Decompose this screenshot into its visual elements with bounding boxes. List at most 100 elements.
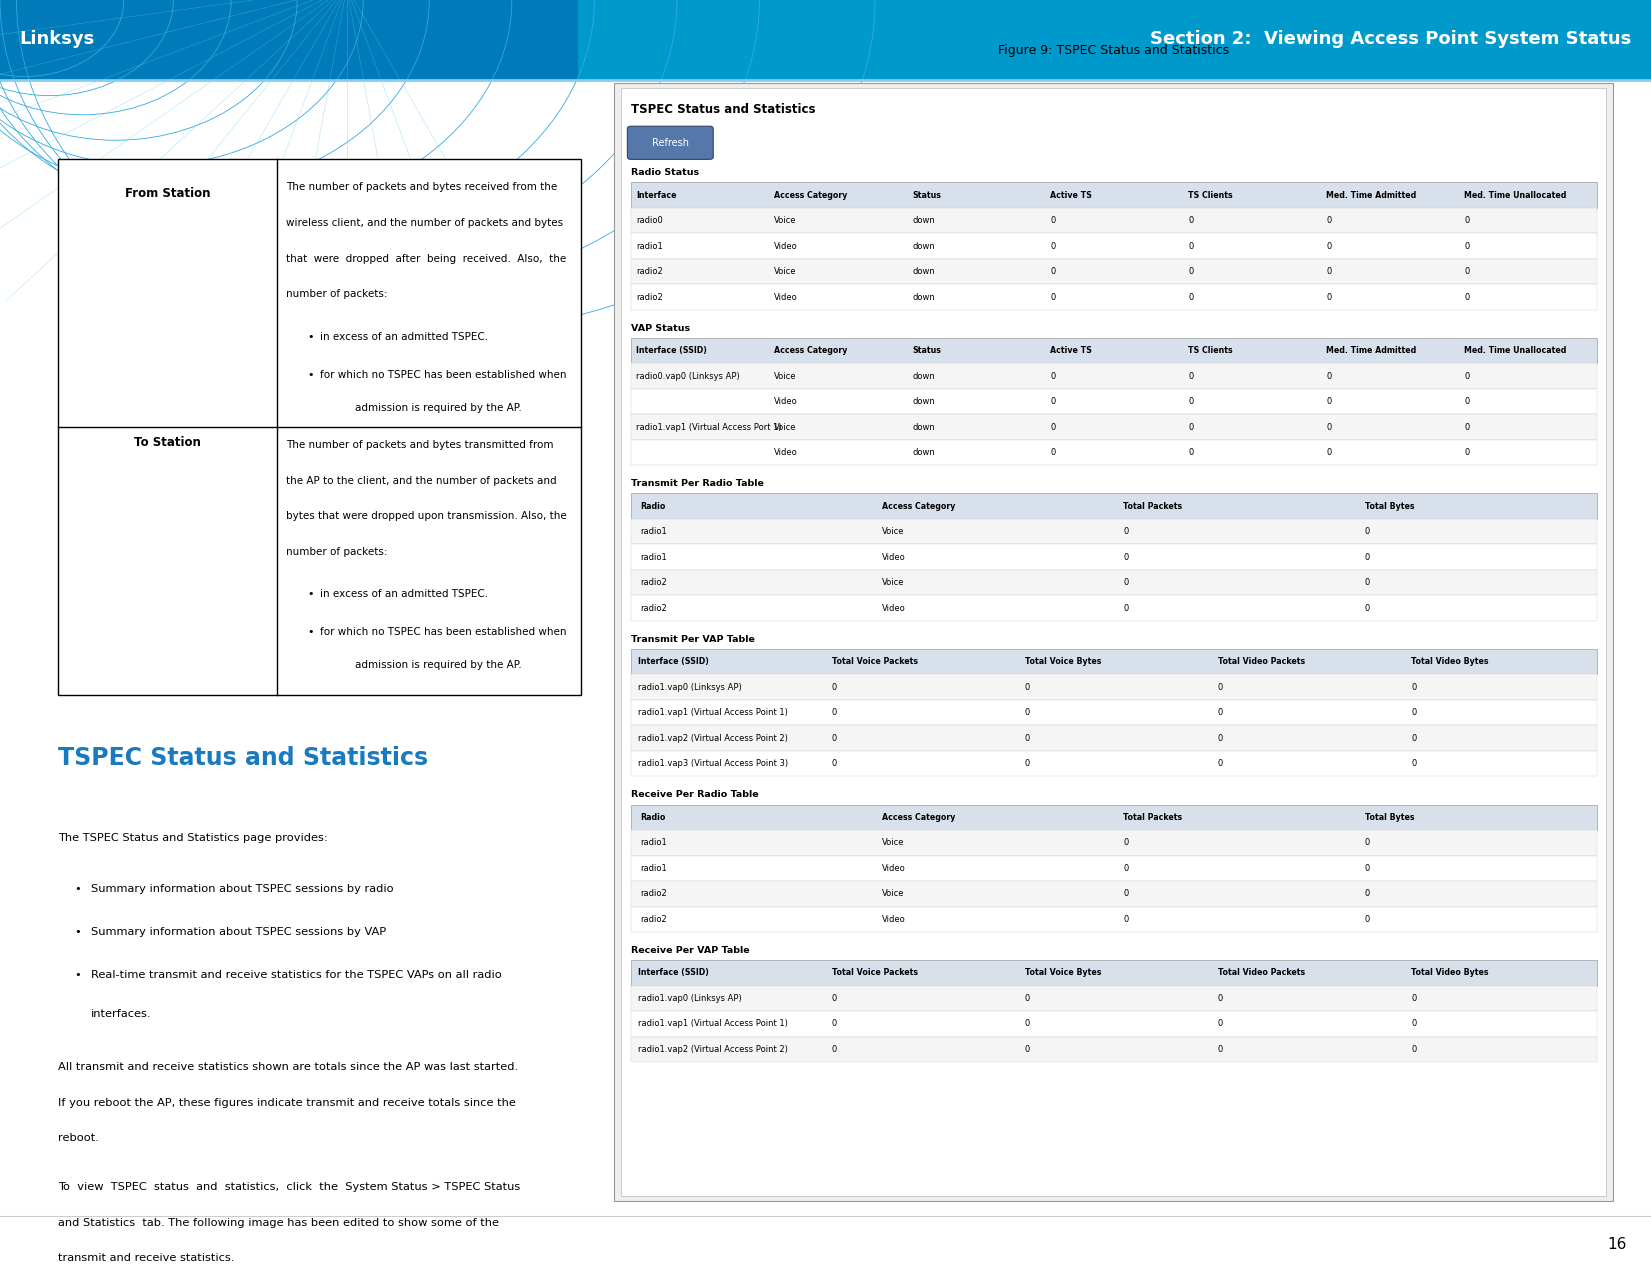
Bar [631, 338, 1597, 363]
Text: TS Clients: TS Clients [1189, 190, 1233, 200]
Text: Section 2:  Viewing Access Point System Status: Section 2: Viewing Access Point System S… [1151, 29, 1631, 47]
Text: TSPEC Status and Statistics: TSPEC Status and Statistics [631, 103, 816, 116]
Bar [631, 414, 1597, 440]
Bar [631, 284, 1597, 310]
Text: Status: Status [911, 190, 941, 200]
Text: •: • [74, 884, 81, 894]
Text: number of packets:: number of packets: [286, 547, 386, 557]
Text: Total Voice Bytes: Total Voice Bytes [1025, 657, 1101, 667]
Text: in excess of an admitted TSPEC.: in excess of an admitted TSPEC. [320, 589, 489, 599]
Text: 0: 0 [1025, 733, 1030, 743]
Text: Med. Time Unallocated: Med. Time Unallocated [1464, 346, 1567, 356]
Text: 0: 0 [1412, 1044, 1417, 1054]
Text: Video: Video [774, 397, 797, 407]
Text: 0: 0 [1123, 889, 1129, 899]
Bar [631, 830, 1597, 856]
Text: Total Bytes: Total Bytes [1365, 501, 1415, 511]
Text: 0: 0 [1050, 292, 1055, 302]
Text: If you reboot the AP, these figures indicate transmit and receive totals since t: If you reboot the AP, these figures indi… [58, 1098, 515, 1108]
Text: 0: 0 [1050, 371, 1055, 381]
Text: 0: 0 [832, 759, 837, 769]
Text: Voice: Voice [882, 889, 905, 899]
Text: 0: 0 [1123, 863, 1129, 873]
Text: radio1: radio1 [641, 552, 667, 562]
Bar [631, 1037, 1597, 1062]
FancyBboxPatch shape [627, 126, 713, 159]
Text: TSPEC Status and Statistics: TSPEC Status and Statistics [58, 746, 428, 770]
Text: 0: 0 [1025, 708, 1030, 718]
Text: •: • [74, 927, 81, 937]
Text: and Statistics  tab. The following image has been edited to show some of the: and Statistics tab. The following image … [58, 1218, 499, 1228]
Text: 0: 0 [1326, 422, 1331, 432]
Text: Transmit Per VAP Table: Transmit Per VAP Table [631, 635, 755, 644]
Text: 0: 0 [832, 682, 837, 692]
Text: radio1.vap0 (Linksys AP): radio1.vap0 (Linksys AP) [639, 993, 743, 1003]
Text: Total Voice Packets: Total Voice Packets [832, 657, 918, 667]
Text: Refresh: Refresh [652, 138, 688, 148]
Text: radio2: radio2 [641, 914, 667, 924]
Text: 0: 0 [1464, 397, 1469, 407]
Text: 0: 0 [1464, 241, 1469, 251]
Bar [614, 83, 1613, 1201]
Text: Total Voice Bytes: Total Voice Bytes [1025, 968, 1101, 978]
Text: 0: 0 [1365, 552, 1370, 562]
Text: radio1: radio1 [641, 838, 667, 848]
Text: bytes that were dropped upon transmission. Also, the: bytes that were dropped upon transmissio… [286, 511, 566, 521]
Bar [631, 700, 1597, 725]
Text: VAP Status: VAP Status [631, 324, 690, 333]
Text: the AP to the client, and the number of packets and: the AP to the client, and the number of … [286, 476, 556, 486]
Bar [631, 725, 1597, 751]
Text: 0: 0 [1412, 993, 1417, 1003]
Bar [0, 0, 1651, 80]
Bar [631, 751, 1597, 776]
Text: 0: 0 [1326, 241, 1331, 251]
Text: 0: 0 [1123, 838, 1129, 848]
Text: 0: 0 [1412, 682, 1417, 692]
Text: Med. Time Admitted: Med. Time Admitted [1326, 346, 1417, 356]
Text: Access Category: Access Category [774, 346, 847, 356]
Text: radio1.vap1 (Virtual Access Point 1): radio1.vap1 (Virtual Access Point 1) [639, 708, 788, 718]
Text: Total Bytes: Total Bytes [1365, 812, 1415, 822]
Text: radio2: radio2 [641, 578, 667, 588]
Text: 0: 0 [1050, 266, 1055, 277]
Text: Voice: Voice [774, 215, 797, 226]
Text: Active TS: Active TS [1050, 190, 1091, 200]
Text: radio1.vap1 (Virtual Access Port 1): radio1.vap1 (Virtual Access Port 1) [636, 422, 783, 432]
Text: Video: Video [882, 603, 905, 613]
Text: radio2: radio2 [636, 266, 664, 277]
Text: radio1: radio1 [641, 863, 667, 873]
Text: 0: 0 [1189, 215, 1194, 226]
Text: Interface: Interface [636, 190, 677, 200]
Text: Video: Video [774, 292, 797, 302]
Text: Med. Time Admitted: Med. Time Admitted [1326, 190, 1417, 200]
Bar [631, 986, 1597, 1011]
Text: 0: 0 [832, 993, 837, 1003]
Text: Interface (SSID): Interface (SSID) [636, 346, 707, 356]
Text: 16: 16 [1606, 1237, 1626, 1252]
Text: 0: 0 [1025, 1019, 1030, 1029]
Text: 0: 0 [1218, 759, 1223, 769]
Bar [631, 519, 1597, 544]
Text: •: • [74, 970, 81, 980]
Text: in excess of an admitted TSPEC.: in excess of an admitted TSPEC. [320, 332, 489, 342]
Text: radio1.vap2 (Virtual Access Point 2): radio1.vap2 (Virtual Access Point 2) [639, 1044, 788, 1054]
Bar [0, 0, 578, 80]
Text: down: down [911, 371, 934, 381]
Text: Summary information about TSPEC sessions by radio: Summary information about TSPEC sessions… [91, 884, 393, 894]
Bar [621, 88, 1606, 1196]
Bar [631, 595, 1597, 621]
Text: Linksys: Linksys [20, 29, 96, 47]
Text: 0: 0 [1464, 422, 1469, 432]
Text: 0: 0 [1025, 682, 1030, 692]
Text: Video: Video [882, 552, 905, 562]
Text: Total Voice Packets: Total Voice Packets [832, 968, 918, 978]
Text: 0: 0 [1050, 448, 1055, 458]
Text: Transmit Per Radio Table: Transmit Per Radio Table [631, 479, 763, 488]
Text: Voice: Voice [882, 838, 905, 848]
Text: 0: 0 [832, 708, 837, 718]
Text: 0: 0 [832, 1044, 837, 1054]
Text: 0: 0 [1326, 371, 1331, 381]
Text: 0: 0 [1326, 266, 1331, 277]
Bar [631, 1011, 1597, 1037]
Text: Total Packets: Total Packets [1123, 812, 1182, 822]
